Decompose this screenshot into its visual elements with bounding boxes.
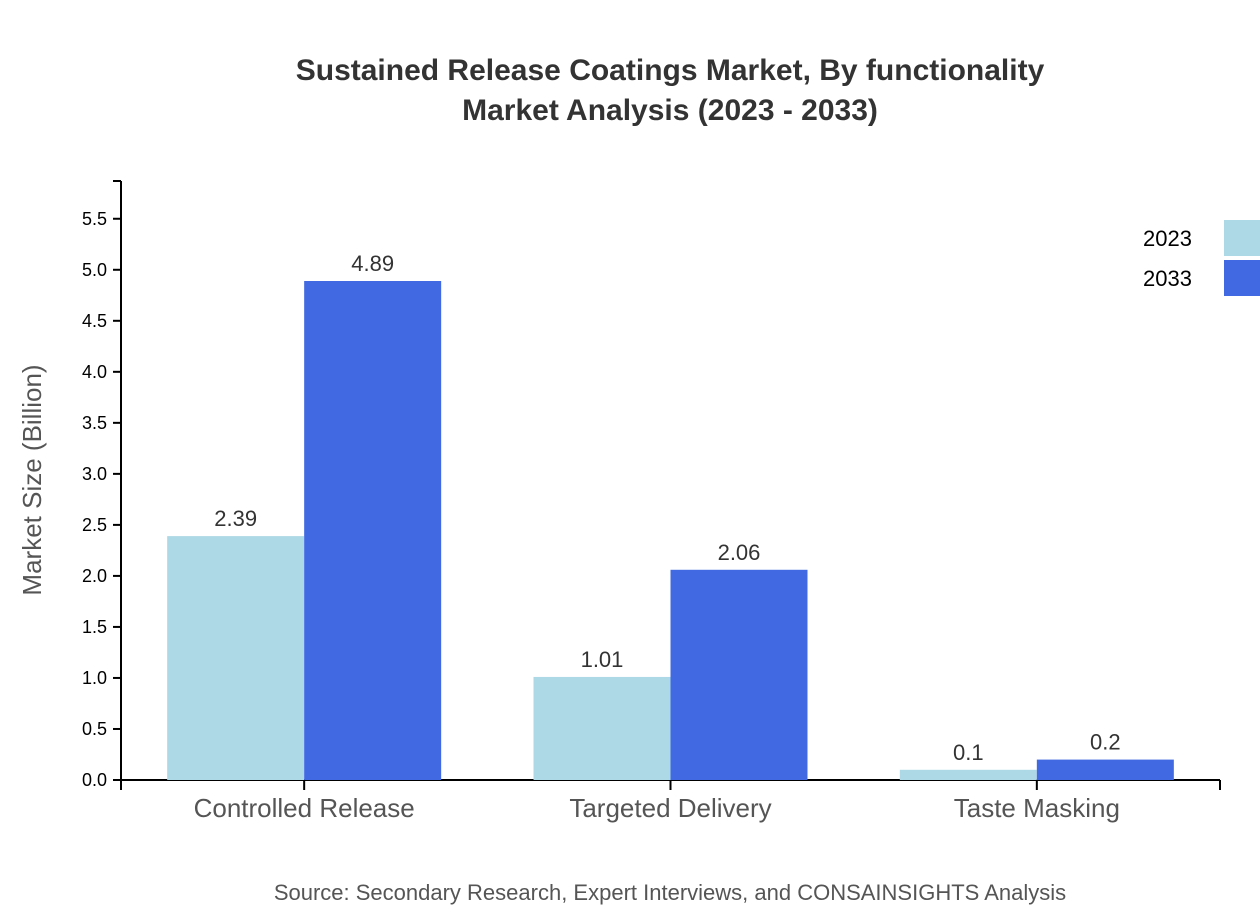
y-tick-label: 0.0 bbox=[82, 770, 107, 790]
bar-2033 bbox=[304, 281, 442, 780]
y-tick-label: 2.0 bbox=[82, 566, 107, 586]
bar-2023 bbox=[533, 676, 671, 780]
y-tick-label: 4.0 bbox=[82, 362, 107, 382]
legend-swatch-2023 bbox=[1224, 220, 1260, 256]
y-tick-label: 2.5 bbox=[82, 515, 107, 535]
bars: 2.39 4.89 1.01 2.06 0.1 0.2 bbox=[167, 251, 1174, 780]
y-tick-label: 0.5 bbox=[82, 719, 107, 739]
legend-swatch-2033 bbox=[1224, 260, 1260, 296]
legend: 2023 2033 bbox=[1143, 220, 1260, 296]
source-note: Source: Secondary Research, Expert Inter… bbox=[274, 880, 1066, 905]
y-tick-label: 1.5 bbox=[82, 617, 107, 637]
y-tick-label: 4.5 bbox=[82, 311, 107, 331]
data-label: 0.2 bbox=[1090, 730, 1121, 755]
chart-title-line-2: Market Analysis (2023 - 2033) bbox=[462, 94, 878, 127]
bar-2023 bbox=[899, 769, 1037, 780]
y-tick-label: 1.0 bbox=[82, 668, 107, 688]
x-axis: Controlled Release Targeted Delivery Taste… bbox=[120, 779, 1221, 823]
chart-title-line-1: Sustained Release Coatings Market, By fu… bbox=[296, 54, 1045, 87]
data-label: 4.89 bbox=[351, 251, 394, 276]
bar-2033 bbox=[670, 569, 808, 780]
legend-label: 2033 bbox=[1143, 266, 1192, 291]
x-tick-label: Controlled Release bbox=[194, 793, 415, 823]
y-tick-label: 3.5 bbox=[82, 413, 107, 433]
legend-label: 2023 bbox=[1143, 226, 1192, 251]
data-label: 2.39 bbox=[214, 506, 257, 531]
y-axis-label: Market Size (Billion) bbox=[17, 364, 47, 595]
y-tick-label: 5.0 bbox=[82, 260, 107, 280]
x-tick-label: Targeted Delivery bbox=[569, 793, 771, 823]
data-label: 0.1 bbox=[953, 740, 984, 765]
y-tick-label: 3.0 bbox=[82, 464, 107, 484]
bar-2023 bbox=[167, 536, 305, 780]
y-tick-label: 5.5 bbox=[82, 209, 107, 229]
bar-2033 bbox=[1036, 759, 1174, 780]
data-label: 1.01 bbox=[581, 647, 624, 672]
y-axis: 0.0 0.5 1.0 1.5 2.0 2.5 3.0 3.5 4.0 4.5 5.0 5.5 bbox=[82, 180, 122, 790]
data-label: 2.06 bbox=[718, 540, 761, 565]
x-tick-label: Taste Masking bbox=[954, 793, 1120, 823]
